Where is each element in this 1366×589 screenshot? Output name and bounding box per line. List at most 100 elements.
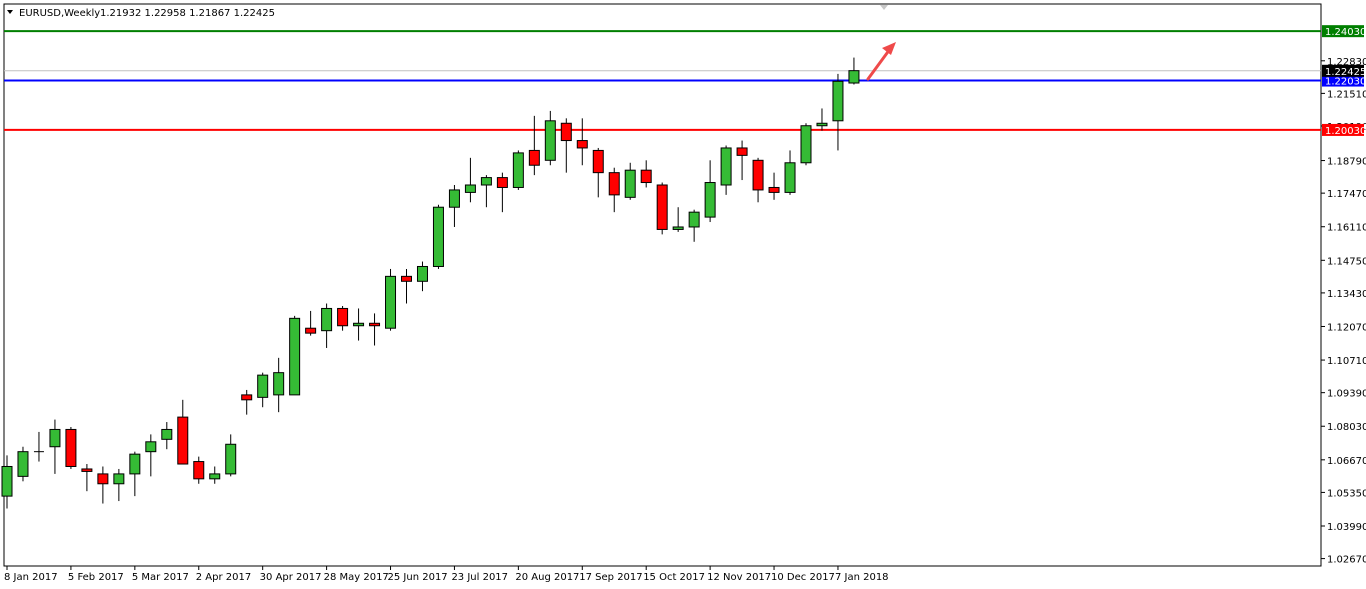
- candle-body: [321, 307, 333, 332]
- candle-body: [608, 172, 620, 196]
- y-tick-label: 1.13430: [1327, 289, 1366, 300]
- y-tick-label: 1.16110: [1327, 223, 1366, 234]
- candle-body: [624, 169, 636, 198]
- candle: [464, 157, 476, 203]
- x-tick-label: 7 Jan 2018: [835, 572, 889, 583]
- time-axis: 8 Jan 2017 5 Feb 2017 5 Mar 2017 2 Apr 2017…: [4, 566, 889, 583]
- candle-body: [768, 186, 780, 193]
- candle-body: [720, 147, 732, 186]
- candle: [129, 451, 141, 497]
- candle-body: [337, 307, 349, 327]
- arrow-shaft: [866, 47, 892, 81]
- candle-body: [289, 317, 301, 396]
- candle-body: [273, 372, 285, 396]
- candle: [448, 184, 460, 227]
- candle-body: [161, 428, 173, 440]
- candle: [528, 115, 540, 176]
- y-tick-label: 1.14750: [1327, 256, 1366, 267]
- x-tick-label: 20 Aug 2017: [515, 572, 579, 583]
- candle-body: [576, 140, 588, 149]
- candle: [305, 310, 317, 336]
- candle: [576, 118, 588, 166]
- candle-body: [592, 149, 604, 174]
- candle: [33, 431, 44, 462]
- candle: [736, 140, 748, 181]
- horizontal-lines[interactable]: [4, 30, 1321, 131]
- candle: [401, 268, 412, 304]
- ohlc-values: 1.21932 1.22958 1.21867 1.22425: [100, 8, 275, 19]
- candle: [193, 456, 205, 484]
- candle: [321, 303, 333, 348]
- candle: [257, 372, 269, 408]
- candle: [480, 175, 492, 208]
- y-tick-label: 1.08030: [1327, 422, 1366, 433]
- candle: [720, 145, 732, 195]
- candle-body: [544, 120, 556, 161]
- y-tick-label: 1.22830: [1327, 57, 1366, 68]
- dropdown-triangle-icon[interactable]: [7, 10, 13, 14]
- y-tick-label: 1.10710: [1327, 356, 1366, 367]
- candle-body: [464, 184, 476, 193]
- y-tick-label: 1.12070: [1327, 322, 1366, 333]
- candle-body: [512, 152, 524, 188]
- candle: [688, 209, 700, 242]
- candle-body: [496, 177, 508, 188]
- candle: [800, 123, 812, 166]
- candle: [65, 426, 77, 469]
- x-tick-label: 5 Mar 2017: [132, 572, 189, 583]
- candle: [704, 160, 716, 223]
- candle: [512, 150, 524, 190]
- x-tick-label: 23 Jul 2017: [451, 572, 508, 583]
- candle-body: [385, 275, 397, 329]
- candle: [560, 118, 572, 173]
- candle: [241, 389, 253, 415]
- y-tick-label: 1.05350: [1327, 488, 1366, 499]
- candle-body: [369, 322, 381, 327]
- y-tick-label: 1.06670: [1327, 456, 1366, 467]
- arrow-head-icon: [882, 42, 896, 55]
- candle: [640, 160, 652, 188]
- candle: [177, 399, 189, 465]
- candle-body: [353, 322, 365, 327]
- candle: [97, 466, 109, 504]
- y-tick-label: 1.21510: [1327, 89, 1366, 100]
- candle: [768, 172, 780, 200]
- y-tick-label: 1.02670: [1327, 555, 1366, 566]
- candle-body: [225, 443, 237, 475]
- candle-body: [241, 394, 253, 401]
- candle-body: [784, 162, 796, 193]
- level-price-badge: [1322, 74, 1364, 87]
- candle: [624, 162, 636, 200]
- current-price-badge: [1322, 64, 1364, 77]
- candle: [832, 73, 844, 151]
- candle: [784, 150, 796, 195]
- candle-body: [401, 275, 412, 282]
- candle: [81, 464, 93, 492]
- candle-body: [688, 211, 700, 228]
- candle: [289, 315, 301, 396]
- symbol-label: EURUSD,Weekly: [19, 8, 100, 19]
- candle-body: [480, 177, 492, 186]
- candle: [49, 419, 61, 474]
- candle: [1, 455, 13, 509]
- candle: [337, 305, 349, 331]
- candle-body: [672, 226, 684, 230]
- candle: [672, 207, 684, 232]
- x-tick-label: 15 Oct 2017: [643, 572, 705, 583]
- candle-body: [800, 125, 812, 164]
- level-price-label: 1.22030: [1325, 77, 1366, 88]
- candle: [416, 261, 428, 292]
- candle: [17, 446, 29, 482]
- price-axis: 1.228301.215101.201901.187901.174701.161…: [1321, 25, 1366, 566]
- chart-shift-marker-icon[interactable]: [880, 5, 888, 10]
- candle-body: [560, 122, 572, 142]
- x-tick-label: 10 Dec 2017: [771, 572, 835, 583]
- candle-body: [448, 189, 460, 208]
- candle-body: [1, 465, 13, 497]
- trend-arrow[interactable]: [866, 42, 896, 81]
- x-tick-label: 30 Apr 2017: [260, 572, 322, 583]
- candle: [496, 172, 508, 213]
